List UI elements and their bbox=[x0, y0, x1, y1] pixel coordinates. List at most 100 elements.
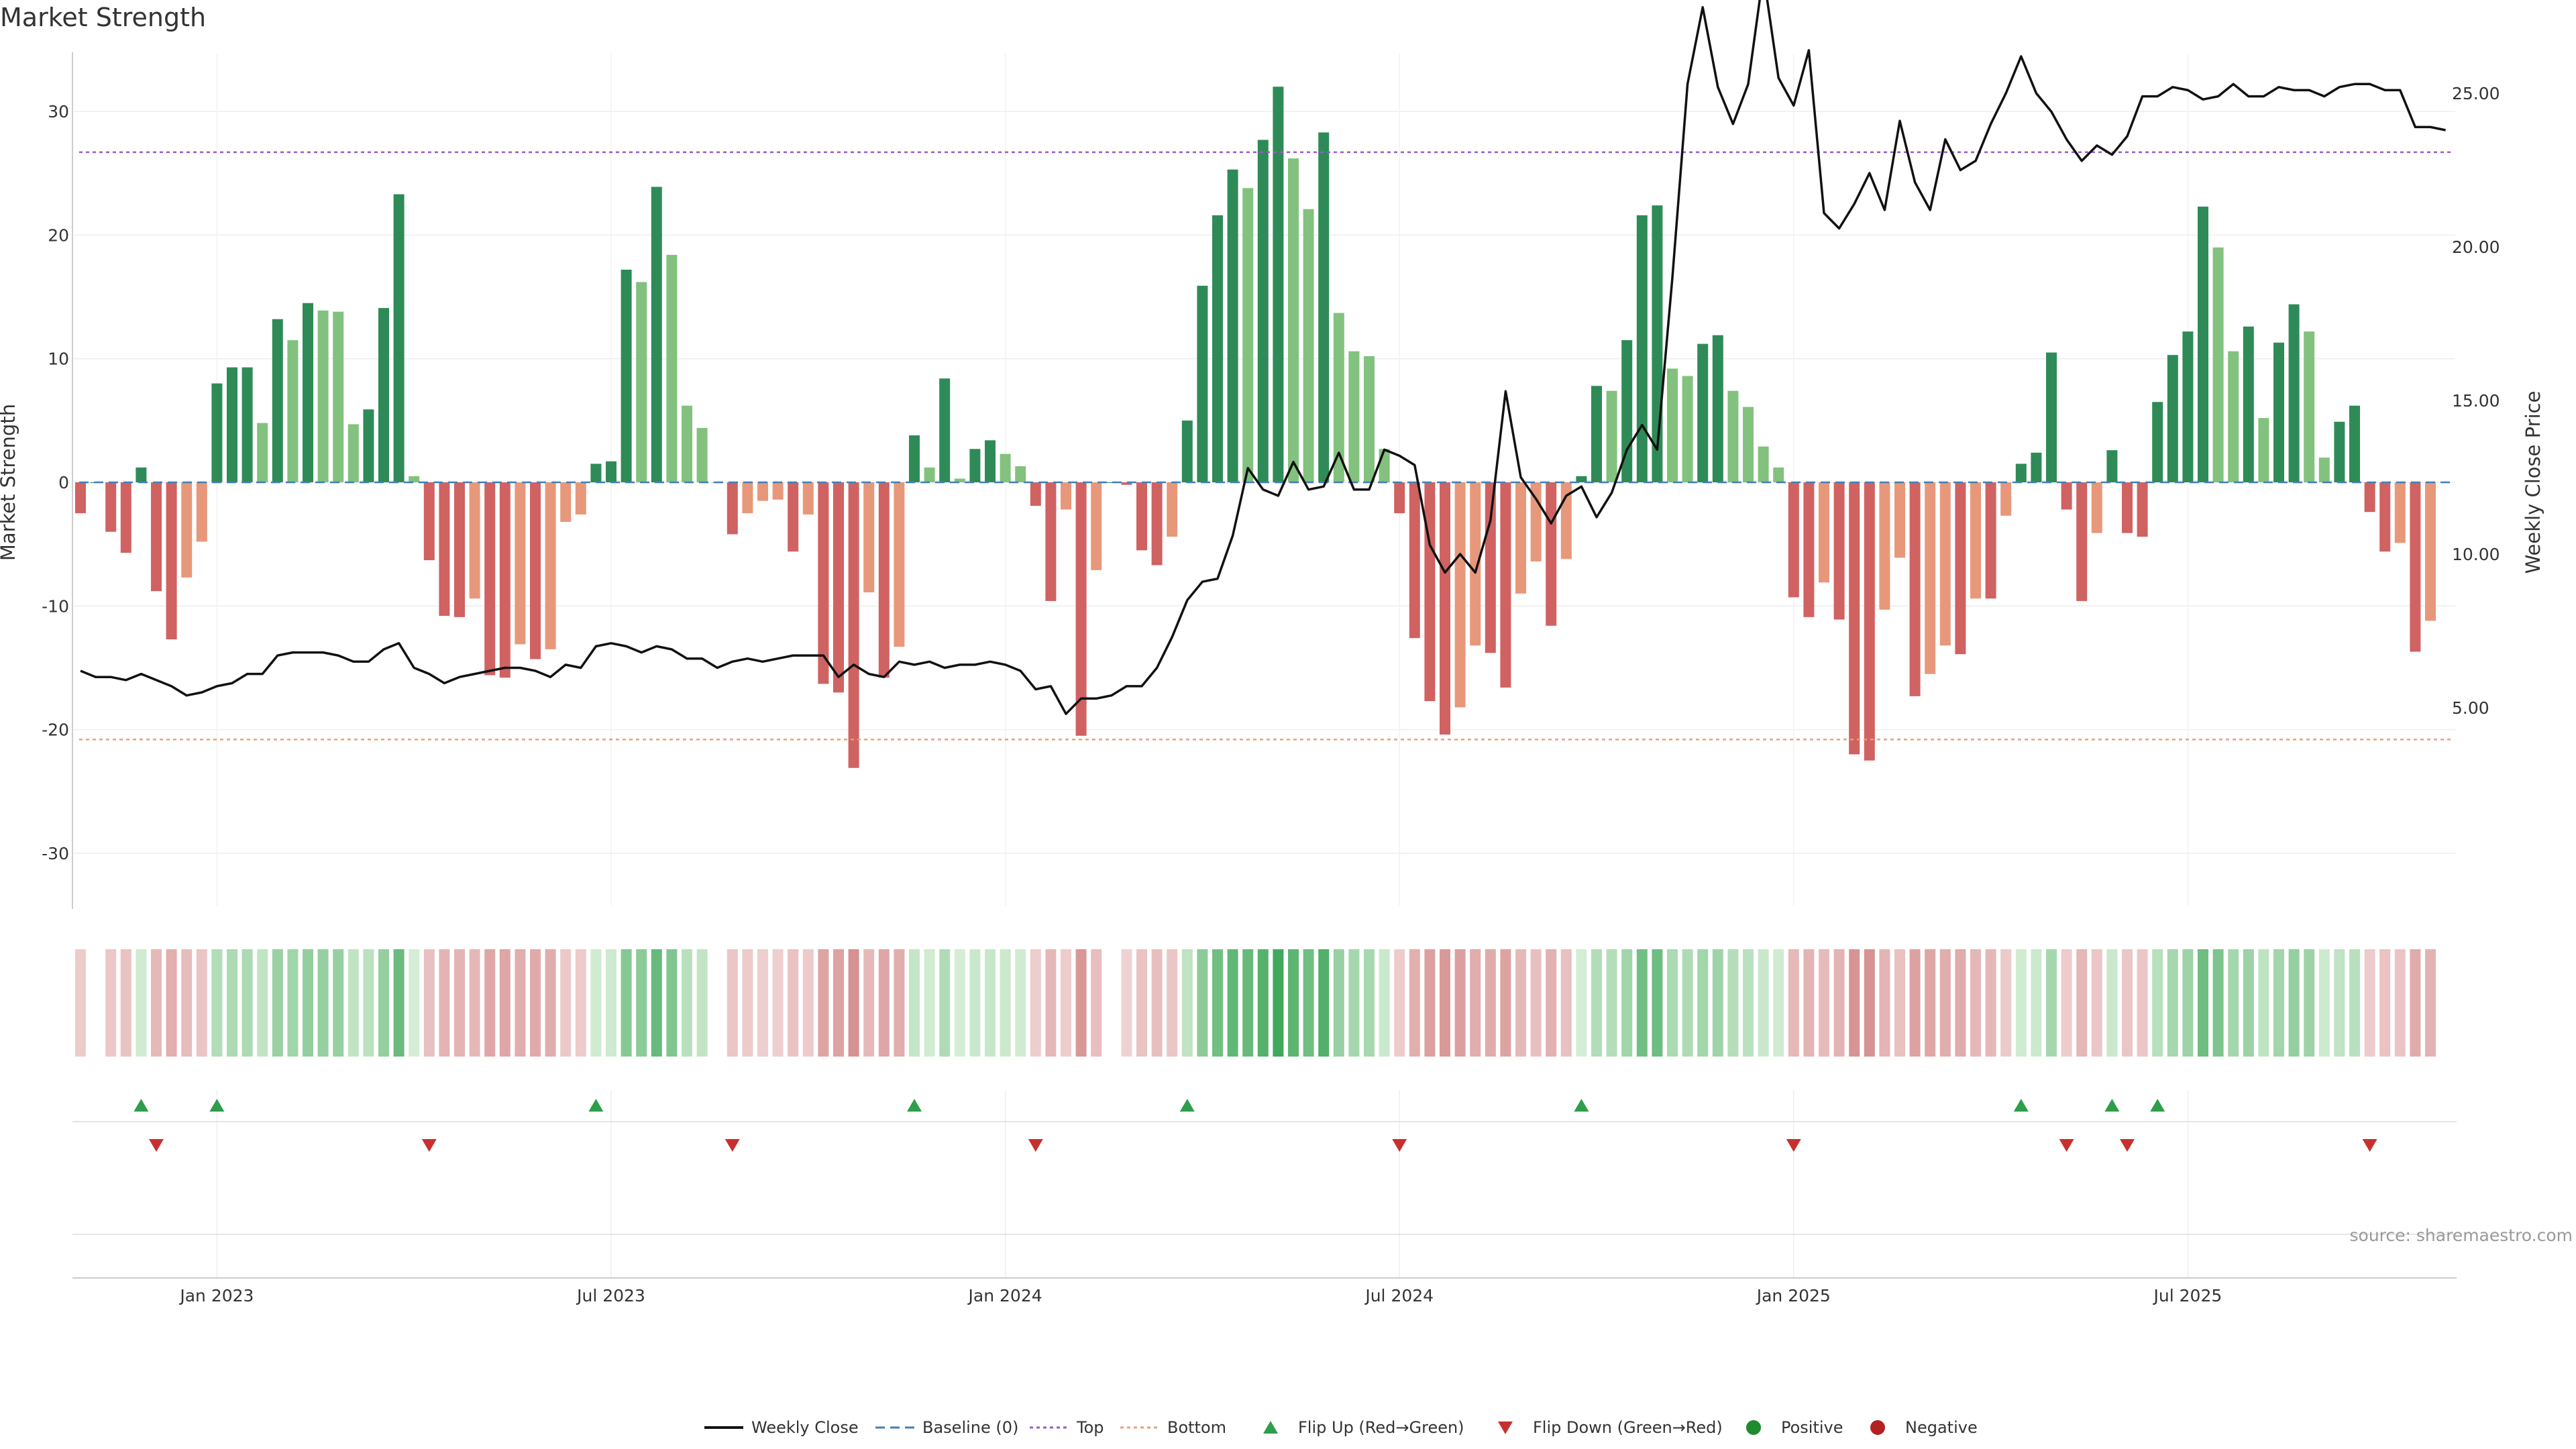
heat-cell-139 bbox=[2182, 949, 2194, 1057]
heat-cell-92 bbox=[1470, 949, 1481, 1057]
strength-bar-97 bbox=[1546, 482, 1557, 626]
heat-cell-0 bbox=[75, 949, 86, 1057]
left-tick-label-3: 0 bbox=[58, 473, 69, 492]
heat-cell-127 bbox=[2000, 949, 2012, 1057]
heat-cell-14 bbox=[287, 949, 299, 1057]
strength-bar-68 bbox=[1106, 482, 1117, 483]
heat-cell-136 bbox=[2137, 949, 2148, 1057]
heat-cell-59 bbox=[969, 949, 981, 1057]
strength-bar-134 bbox=[2106, 450, 2118, 482]
strength-bar-110 bbox=[1743, 407, 1754, 482]
strength-bar-78 bbox=[1257, 140, 1269, 482]
heat-cell-137 bbox=[2152, 949, 2163, 1057]
strength-bar-16 bbox=[317, 310, 329, 482]
heat-cell-40 bbox=[682, 949, 692, 1057]
strength-bar-106 bbox=[1682, 376, 1693, 482]
left-tick-label-1: 20 bbox=[48, 225, 69, 245]
flip-up-marker-9 bbox=[209, 1099, 225, 1112]
strength-bar-109 bbox=[1727, 390, 1739, 482]
heat-cell-65 bbox=[1061, 949, 1071, 1057]
heat-cell-95 bbox=[1515, 949, 1526, 1057]
strength-bar-92 bbox=[1470, 482, 1481, 646]
heat-cell-10 bbox=[227, 949, 237, 1057]
flip-up-marker-34 bbox=[588, 1099, 604, 1112]
heat-cell-13 bbox=[272, 949, 283, 1057]
heat-cell-19 bbox=[363, 949, 374, 1057]
heat-cell-149 bbox=[2334, 949, 2345, 1057]
heat-cell-34 bbox=[590, 949, 602, 1057]
heat-cell-32 bbox=[560, 949, 572, 1057]
heat-cell-125 bbox=[1970, 949, 1981, 1057]
right-tick-label-5: 5.00 bbox=[2452, 698, 2489, 718]
legend-label-negative: Negative bbox=[1905, 1418, 1978, 1437]
strength-bar-10 bbox=[227, 367, 237, 482]
strength-bar-65 bbox=[1061, 482, 1071, 510]
heat-cell-85 bbox=[1364, 949, 1375, 1057]
heat-cell-98 bbox=[1560, 949, 1572, 1057]
heat-cell-112 bbox=[1773, 949, 1784, 1057]
heat-cell-61 bbox=[1000, 949, 1011, 1057]
left-tick-label-6: -30 bbox=[42, 844, 69, 863]
heat-cell-76 bbox=[1227, 949, 1238, 1057]
strength-bar-67 bbox=[1091, 482, 1102, 570]
strength-bar-37 bbox=[636, 282, 647, 482]
legend-item-positive: Positive bbox=[1746, 1418, 1843, 1437]
heat-cell-35 bbox=[606, 949, 616, 1057]
strength-bar-88 bbox=[1409, 482, 1420, 639]
left-tick-label-0: 30 bbox=[48, 102, 69, 121]
strength-bar-34 bbox=[590, 464, 602, 482]
strength-bar-18 bbox=[347, 424, 359, 482]
strength-bar-9 bbox=[211, 383, 223, 482]
strength-bar-21 bbox=[393, 194, 405, 482]
strength-bar-125 bbox=[1970, 482, 1981, 599]
strength-bar-71 bbox=[1151, 482, 1163, 566]
close-line-layer bbox=[80, 0, 2446, 715]
strength-bar-32 bbox=[560, 482, 572, 522]
legend-item-flipup: Flip Up (Red→Green) bbox=[1263, 1418, 1464, 1437]
strength-bar-93 bbox=[1485, 482, 1496, 653]
heat-cell-124 bbox=[1955, 949, 1966, 1057]
strength-bar-138 bbox=[2167, 355, 2178, 482]
strength-bar-6 bbox=[166, 482, 177, 640]
strength-bar-146 bbox=[2288, 304, 2300, 482]
strength-bar-132 bbox=[2076, 482, 2088, 601]
strength-bar-36 bbox=[621, 270, 632, 482]
heat-cell-152 bbox=[2379, 949, 2391, 1057]
heat-cell-148 bbox=[2318, 949, 2330, 1057]
heat-cell-67 bbox=[1091, 949, 1102, 1057]
heat-cell-145 bbox=[2273, 949, 2284, 1057]
strength-bar-5 bbox=[151, 482, 162, 592]
heat-cell-119 bbox=[1879, 949, 1890, 1057]
legend-item-top: Top bbox=[1030, 1418, 1104, 1437]
heat-cell-49 bbox=[818, 949, 829, 1057]
heat-cell-29 bbox=[515, 949, 526, 1057]
flip-down-marker-151 bbox=[2362, 1139, 2377, 1152]
heat-cell-66 bbox=[1075, 949, 1087, 1057]
legend-label-close: Weekly Close bbox=[751, 1418, 859, 1437]
legend-item-baseline: Baseline (0) bbox=[875, 1418, 1018, 1437]
strength-bar-144 bbox=[2258, 418, 2269, 482]
heat-cell-69 bbox=[1121, 949, 1132, 1057]
heat-cell-2 bbox=[105, 949, 117, 1057]
strength-bar-114 bbox=[1803, 482, 1815, 617]
heat-cell-60 bbox=[985, 949, 996, 1057]
heat-cell-135 bbox=[2122, 949, 2133, 1057]
heat-cell-114 bbox=[1803, 949, 1815, 1057]
strength-bar-70 bbox=[1136, 482, 1147, 551]
heat-cell-23 bbox=[423, 949, 435, 1057]
strength-bar-148 bbox=[2318, 458, 2330, 482]
strength-bar-151 bbox=[2364, 482, 2375, 513]
heat-cell-81 bbox=[1303, 949, 1314, 1057]
axes: 30 20 10 0 -10 -20 -30 Jan 2023 Jul 2023 Jan 2024… bbox=[0, 52, 2573, 1305]
heat-cell-24 bbox=[439, 949, 450, 1057]
reference-lines bbox=[79, 151, 2454, 741]
heat-cell-130 bbox=[2046, 949, 2057, 1057]
strength-bar-91 bbox=[1454, 482, 1466, 708]
flip-down-marker-23 bbox=[421, 1139, 437, 1152]
strength-bar-143 bbox=[2243, 326, 2254, 482]
strength-bar-80 bbox=[1288, 158, 1299, 482]
strength-bar-56 bbox=[924, 467, 935, 482]
heat-cell-39 bbox=[666, 949, 678, 1057]
legend-item-flipdown: Flip Down (Green→Red) bbox=[1498, 1418, 1723, 1437]
